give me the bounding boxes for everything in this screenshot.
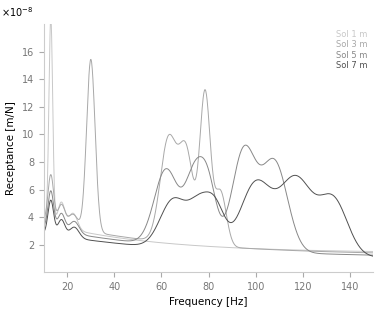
- Text: $\times10^{-8}$: $\times10^{-8}$: [1, 5, 33, 19]
- Sol 5 m: [299, 240, 304, 244]
- Line: Sol 5 m: Sol 5 m: [44, 145, 373, 255]
- Y-axis label: Receptance [m/N]: Receptance [m/N]: [6, 101, 16, 195]
- X-axis label: Frequency [Hz]: Frequency [Hz]: [169, 297, 248, 307]
- Sol 7 m: [305, 184, 309, 187]
- Sol 1 m: [305, 249, 309, 252]
- Sol 7 m: [299, 177, 304, 180]
- Line: Sol 1 m: Sol 1 m: [44, 18, 373, 251]
- Sol 5 m: [371, 253, 376, 257]
- Sol 5 m: [175, 182, 179, 186]
- Sol 3 m: [305, 249, 309, 253]
- Sol 7 m: [187, 198, 191, 202]
- Sol 5 m: [187, 172, 191, 176]
- Sol 7 m: [175, 196, 179, 200]
- Line: Sol 7 m: Sol 7 m: [44, 175, 373, 256]
- Sol 3 m: [371, 251, 376, 255]
- Sol 5 m: [268, 157, 273, 161]
- Sol 3 m: [187, 155, 191, 159]
- Sol 1 m: [175, 242, 180, 246]
- Sol 3 m: [89, 58, 93, 61]
- Sol 7 m: [75, 228, 80, 232]
- Line: Sol 3 m: Sol 3 m: [44, 59, 373, 253]
- Sol 3 m: [175, 142, 180, 146]
- Sol 1 m: [268, 247, 273, 251]
- Sol 3 m: [75, 217, 80, 221]
- Sol 5 m: [305, 248, 309, 251]
- Sol 7 m: [293, 173, 297, 177]
- Sol 1 m: [371, 249, 376, 253]
- Sol 1 m: [187, 243, 191, 247]
- Sol 7 m: [41, 230, 46, 234]
- Sol 1 m: [299, 248, 304, 252]
- Sol 7 m: [371, 254, 376, 258]
- Sol 1 m: [75, 220, 80, 223]
- Sol 3 m: [299, 249, 304, 253]
- Sol 3 m: [268, 248, 273, 251]
- Legend: Sol 1 m, Sol 3 m, Sol 5 m, Sol 7 m: Sol 1 m, Sol 3 m, Sol 5 m, Sol 7 m: [332, 28, 369, 71]
- Sol 5 m: [243, 143, 248, 147]
- Sol 1 m: [41, 220, 46, 224]
- Sol 7 m: [268, 185, 273, 189]
- Sol 3 m: [41, 217, 46, 221]
- Sol 1 m: [49, 16, 53, 20]
- Sol 5 m: [75, 222, 80, 226]
- Sol 5 m: [41, 224, 46, 228]
